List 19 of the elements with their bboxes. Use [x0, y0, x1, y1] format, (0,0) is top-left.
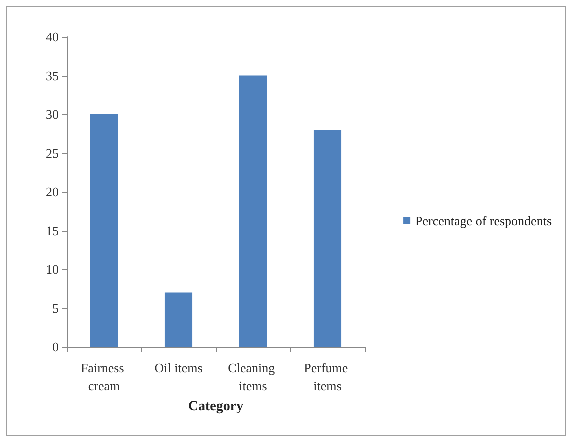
- y-tick-label: 10: [46, 262, 59, 277]
- y-tick-label: 35: [46, 68, 59, 84]
- y-tick-label: 40: [46, 30, 59, 44]
- y-tick-label: 5: [52, 300, 59, 316]
- x-tick-label: Cleaning items: [228, 360, 278, 394]
- x-tick-label: Oil items: [154, 360, 203, 376]
- y-tick-label: 15: [46, 223, 59, 238]
- y-tick-label: 30: [46, 107, 59, 122]
- x-axis-title: Category: [188, 399, 244, 414]
- legend-label: Percentage of respondents: [416, 214, 552, 228]
- y-tick-label: 25: [46, 146, 59, 161]
- bar: [90, 114, 118, 347]
- y-tick-label: 0: [52, 340, 59, 354]
- x-tick-label: Fairness cream: [80, 360, 128, 394]
- y-tick-label: 20: [46, 184, 59, 200]
- x-tick-label: Perfume items: [304, 360, 352, 394]
- bar: [239, 76, 268, 347]
- bar: [314, 130, 342, 347]
- bar: [164, 292, 193, 347]
